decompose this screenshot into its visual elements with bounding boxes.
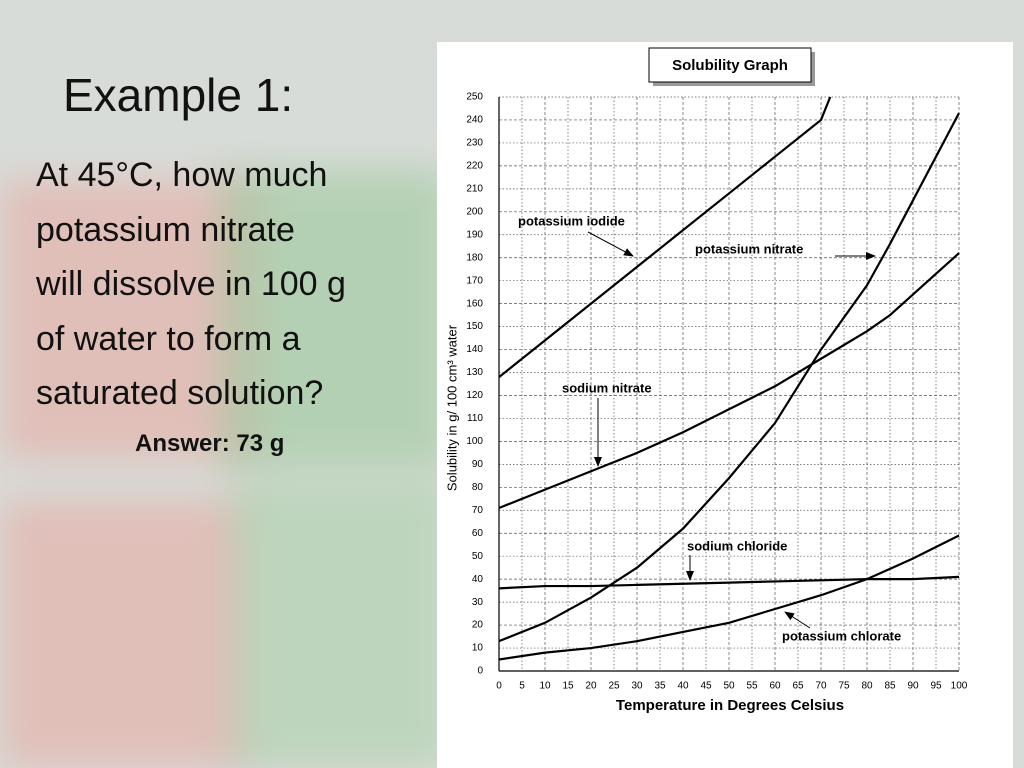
body-line: saturated solution? (36, 374, 324, 412)
y-tick-label: 30 (472, 597, 484, 608)
y-tick-label: 20 (472, 620, 484, 631)
y-tick-label: 240 (466, 115, 483, 126)
x-tick-label: 90 (907, 681, 919, 692)
x-tick-label: 30 (631, 681, 643, 692)
body-line: At 45°C, how much (36, 156, 328, 194)
body-line: potassium nitrate (36, 210, 295, 249)
series-line (498, 575, 960, 590)
x-tick-label: 100 (951, 681, 968, 692)
series-label: potassium nitrate (695, 241, 803, 256)
y-tick-label: 40 (472, 574, 484, 585)
slide-title: Example 1: (63, 69, 294, 121)
slide-body: At 45°C, how much potassium nitrate will d… (36, 148, 346, 421)
chart-title: Solubility Graph (672, 57, 788, 74)
y-tick-label: 130 (466, 367, 483, 378)
x-tick-label: 35 (654, 681, 666, 692)
bg-shape (220, 170, 450, 470)
label-arrow (587, 231, 634, 257)
y-tick-label: 190 (466, 229, 483, 240)
series-line (498, 534, 960, 661)
x-tick-label: 0 (496, 681, 502, 692)
y-tick-label: 60 (472, 528, 484, 539)
y-tick-label: 50 (472, 551, 484, 562)
bg-shape (0, 500, 250, 768)
y-tick-label: 100 (466, 436, 483, 447)
y-axis-label: Solubility in g/ 100 cm³ water (444, 324, 459, 491)
y-tick-label: 120 (466, 390, 483, 401)
x-tick-label: 20 (585, 681, 597, 692)
series-label: potassium chlorate (782, 628, 901, 643)
x-tick-label: 55 (746, 681, 758, 692)
y-tick-label: 250 (466, 92, 483, 103)
x-tick-label: 95 (930, 681, 942, 692)
x-tick-label: 5 (519, 681, 525, 692)
y-tick-label: 160 (466, 298, 483, 309)
x-tick-label: 75 (838, 681, 850, 692)
y-tick-label: 200 (466, 206, 483, 217)
x-tick-label: 10 (539, 681, 551, 692)
x-tick-label: 45 (700, 681, 712, 692)
y-tick-label: 140 (466, 344, 483, 355)
x-tick-label: 15 (562, 681, 574, 692)
y-tick-label: 230 (466, 138, 483, 149)
body-line: will dissolve in 100 g (36, 265, 346, 303)
y-tick-label: 0 (477, 666, 483, 677)
x-tick-label: 65 (792, 681, 804, 692)
y-tick-label: 170 (466, 275, 483, 286)
series-label: sodium chloride (687, 538, 787, 553)
label-arrow (784, 611, 811, 629)
body-line: of water to form a (36, 319, 301, 358)
x-tick-label: 85 (884, 681, 896, 692)
series-label: sodium nitrate (562, 380, 652, 395)
y-tick-label: 80 (472, 482, 484, 493)
bg-shape (0, 180, 260, 460)
series-label: potassium iodide (518, 213, 625, 228)
x-tick-label: 60 (769, 681, 781, 692)
y-tick-label: 150 (466, 321, 483, 332)
y-tick-label: 210 (466, 183, 483, 194)
x-tick-label: 80 (861, 681, 873, 692)
y-tick-label: 110 (467, 413, 483, 424)
x-tick-label: 50 (723, 681, 735, 692)
y-tick-label: 70 (472, 505, 484, 516)
series-line (498, 96, 832, 378)
y-tick-label: 220 (466, 161, 483, 172)
series-line (498, 112, 960, 643)
x-axis-label: Temperature in Degrees Celsius (616, 697, 844, 714)
bg-shape (230, 480, 450, 768)
series-line (498, 252, 960, 510)
y-tick-label: 90 (472, 459, 484, 470)
x-tick-label: 40 (677, 681, 689, 692)
x-tick-label: 70 (815, 681, 827, 692)
x-tick-label: 25 (608, 681, 620, 692)
chart: Solubility Graph Temperature in Degrees … (437, 42, 1013, 768)
title-box (648, 47, 812, 83)
y-tick-label: 180 (466, 252, 483, 263)
answer: Answer: 73 g (135, 430, 285, 457)
y-tick-label: 10 (472, 643, 484, 654)
